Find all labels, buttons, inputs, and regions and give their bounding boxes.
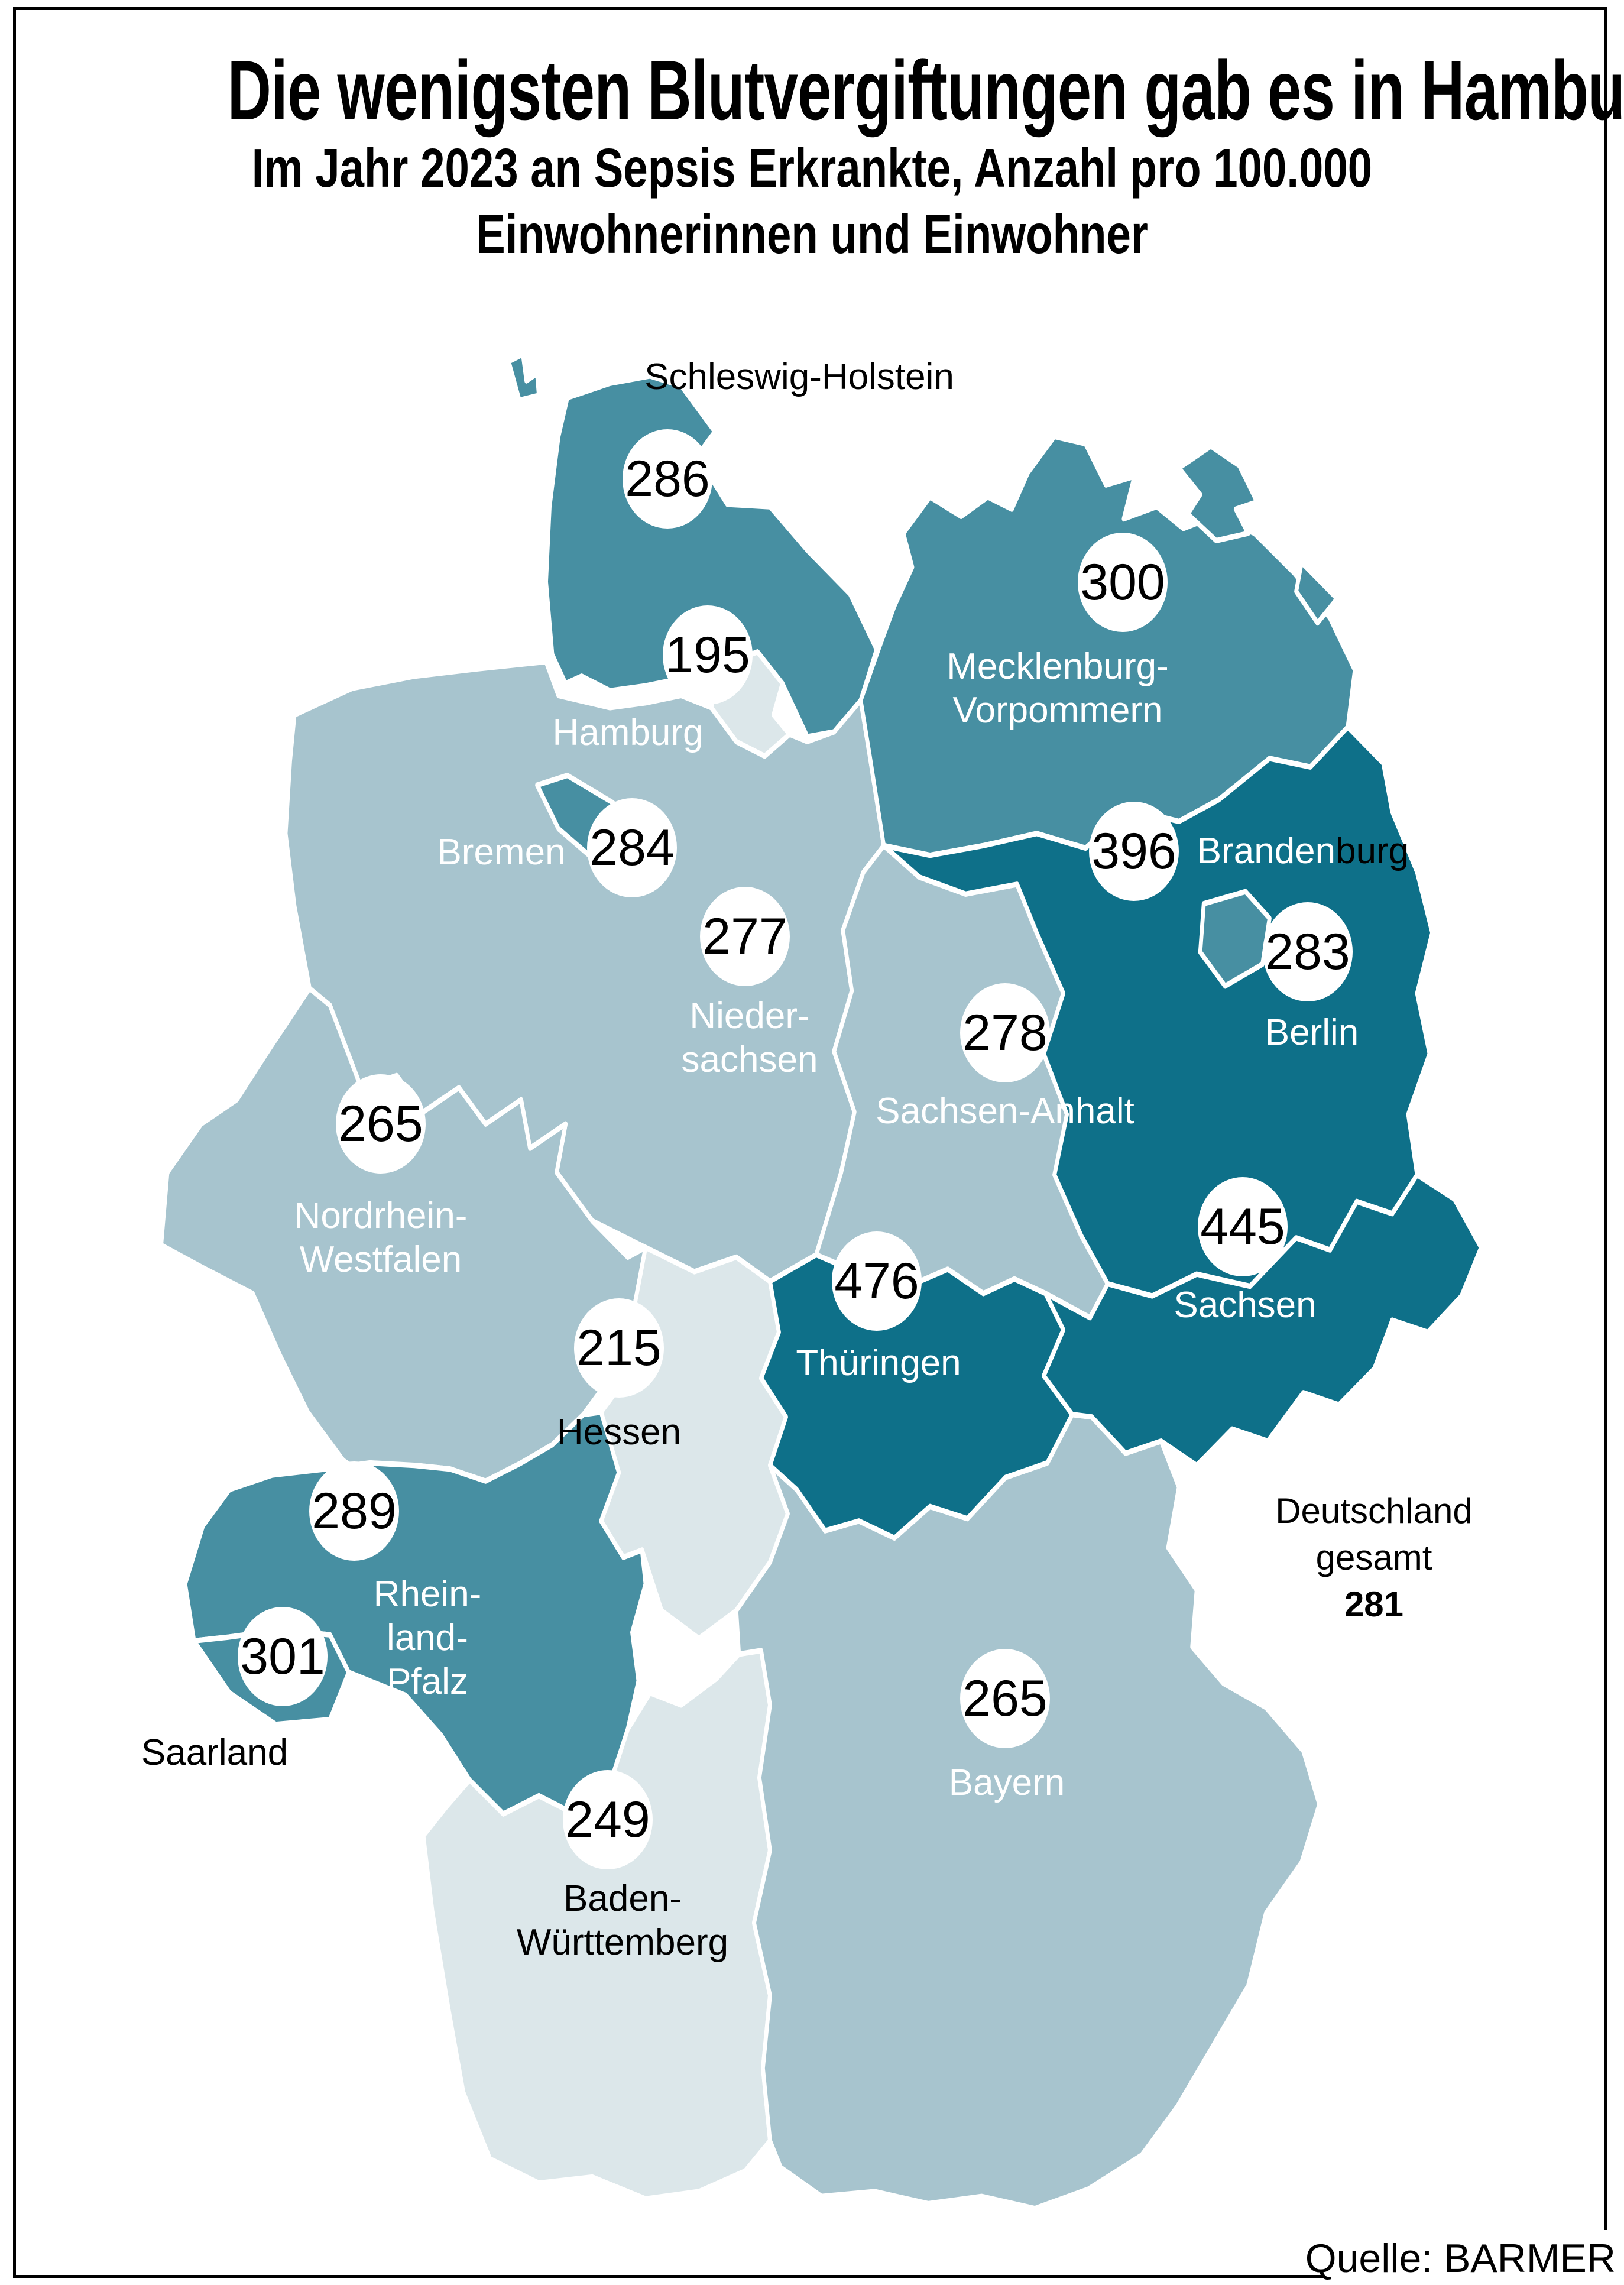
subtitle-line-1: Im Jahr 2023 an Sepsis Erkrankte, Anzahl…	[251, 137, 1373, 199]
value-badge-bb: 396	[1089, 802, 1179, 901]
value-badge-th: 476	[832, 1231, 922, 1331]
value-badge-by: 265	[960, 1649, 1050, 1748]
state-label-by: Bayern	[948, 1762, 1065, 1803]
state-value: 277	[702, 907, 787, 965]
state-label-sn: Sachsen	[1174, 1285, 1317, 1325]
value-badge-sl: 301	[238, 1607, 328, 1706]
value-badge-hh: 195	[663, 605, 753, 705]
state-value: 476	[834, 1252, 919, 1310]
state-label-bb: Brandenburg	[1197, 831, 1409, 871]
state-label-mv: Mecklenburg- Vorpommern	[946, 646, 1169, 731]
page-subtitle: Im Jahr 2023 an Sepsis Erkrankte, Anzahl…	[163, 135, 1462, 267]
value-badge-sh: 286	[623, 429, 712, 529]
value-badge-mv: 300	[1078, 533, 1168, 632]
state-value: 301	[240, 1628, 325, 1685]
state-value: 300	[1080, 553, 1165, 611]
source-credit: Quelle: BARMER	[1305, 2236, 1616, 2281]
value-badge-nw: 265	[336, 1074, 426, 1174]
state-shape-schleswig-holstein-islands	[507, 351, 541, 403]
national-total-line1: Deutschland	[1275, 1491, 1473, 1531]
state-label-ni: Nieder-sachsen	[681, 996, 818, 1080]
value-badge-st: 278	[960, 983, 1050, 1082]
page-title: Die wenigsten Blutvergiftungen gab es in…	[227, 44, 1624, 138]
state-value: 283	[1265, 923, 1350, 980]
state-value: 396	[1091, 822, 1176, 880]
state-label-hh: Hamburg	[552, 712, 704, 753]
state-value: 249	[565, 1791, 650, 1848]
subtitle-line-2: Einwohnerinnen und Einwohner	[476, 203, 1148, 265]
state-label-sl: Saarland	[141, 1732, 289, 1773]
source-background-patch	[1323, 2230, 1624, 2285]
state-label-bw: Baden- Württemberg	[516, 1878, 729, 1963]
state-value: 289	[312, 1482, 397, 1539]
state-value: 195	[665, 626, 750, 683]
value-badge-he: 215	[574, 1298, 664, 1398]
state-label-nw: Nordrhein- Westfalen	[294, 1195, 468, 1280]
value-badge-hb: 284	[587, 798, 677, 897]
state-label-st: Sachsen-Anhalt	[876, 1091, 1134, 1132]
map-frame-border	[13, 7, 1607, 2278]
state-shape-usedom-island	[1294, 559, 1340, 626]
value-badge-ni: 277	[700, 887, 790, 986]
value-badge-be: 283	[1263, 902, 1353, 1001]
value-badge-rp: 289	[309, 1461, 399, 1561]
value-badge-sn: 445	[1198, 1177, 1288, 1276]
state-shape-berlin	[1198, 889, 1272, 989]
state-label-sh: Schleswig-Holstein	[644, 356, 954, 397]
state-label-he: Hessen	[556, 1412, 682, 1453]
state-label-th: Thüringen	[796, 1343, 961, 1383]
state-value: 278	[962, 1004, 1048, 1061]
national-total-value: 281	[1344, 1584, 1404, 1624]
national-total-line2: gesamt	[1315, 1538, 1432, 1577]
state-value: 265	[962, 1670, 1048, 1727]
state-label-be: Berlin	[1265, 1012, 1359, 1053]
state-label-rp: Rhein-land- Pfalz	[373, 1574, 482, 1702]
state-label-hb: Bremen	[437, 832, 566, 873]
state-value: 215	[576, 1319, 662, 1376]
state-value: 284	[589, 819, 675, 876]
state-value: 286	[625, 450, 710, 507]
state-value: 445	[1200, 1198, 1285, 1255]
value-badge-bw: 249	[563, 1770, 653, 1869]
national-total: Deutschland gesamt 281	[1226, 1487, 1522, 1628]
state-value: 265	[338, 1095, 423, 1152]
state-shape-ruegen-island	[1176, 443, 1259, 544]
